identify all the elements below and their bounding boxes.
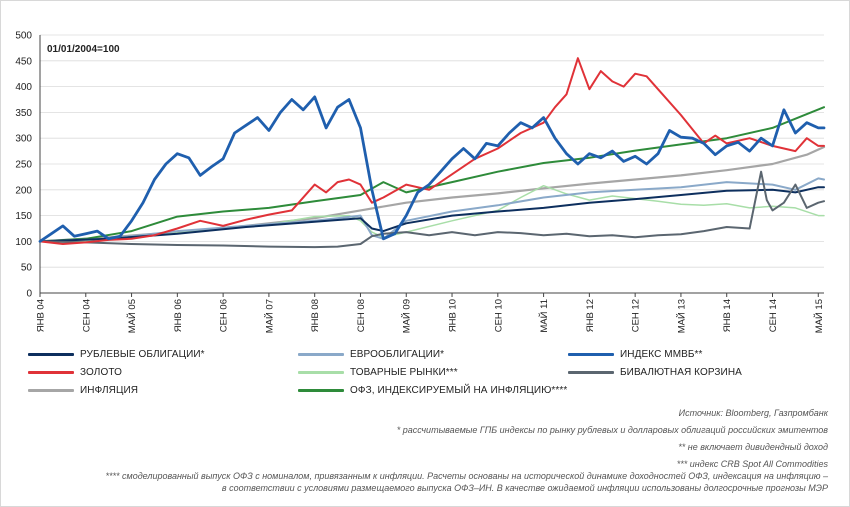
- x-tick-label: ЯНВ 04: [36, 299, 47, 332]
- line-chart: 0 50 100 150 200 250 300 350 400 450 500 ЯНВ 04 СЕН…: [15, 31, 826, 333]
- series-line: ЕВРООБЛИГАЦИИ*: [39, 177, 825, 243]
- legend-item: ОФЗ, ИНДЕКСИРУЕМЫЙ НА ИНФЛЯЦИЮ****: [298, 383, 567, 397]
- y-tick-label: 100: [15, 237, 32, 248]
- legend-item: ИНФЛЯЦИЯ: [28, 383, 138, 397]
- legend-swatch: [298, 388, 344, 392]
- legend-swatch: [28, 388, 74, 392]
- x-tick-label: СЕН 10: [493, 299, 504, 332]
- legend-label: ЗОЛОТО: [80, 366, 122, 378]
- y-tick-label: 250: [15, 160, 32, 171]
- notes-block: Источник: Bloomberg, Газпромбанк * рассч…: [397, 405, 828, 473]
- y-tick-label: 0: [26, 289, 32, 300]
- y-tick-label: 400: [15, 82, 32, 93]
- y-tick-label: 150: [15, 211, 32, 222]
- legend-label: ИНДЕКС ММВБ**: [620, 348, 703, 360]
- legend-swatch: [298, 352, 344, 356]
- x-tick-label: МАЙ 13: [675, 299, 687, 333]
- series-line: ОФЗ, ИНДЕКСИРУЕМЫЙ НА ИНФЛЯЦИЮ****: [39, 106, 825, 243]
- legend-swatch: [568, 370, 614, 374]
- footnote-4-line-2: в соответствии с условиями размещаемого …: [221, 483, 828, 493]
- legend-label: РУБЛЕВЫЕ ОБЛИГАЦИИ*: [80, 348, 205, 360]
- legend-swatch: [298, 370, 344, 374]
- y-tick-label: 300: [15, 134, 32, 145]
- y-tick-label: 450: [15, 56, 32, 67]
- x-tick-label: ЯНВ 06: [173, 299, 184, 332]
- x-tick-label: СЕН 12: [631, 299, 642, 332]
- legend-label: ЕВРООБЛИГАЦИИ*: [350, 348, 445, 360]
- footnote-2: ** не включает дивидендный доход: [678, 442, 828, 452]
- x-tick-label: ЯНВ 12: [585, 299, 596, 332]
- x-tick-label: СЕН 06: [219, 299, 230, 332]
- legend-item: ИНДЕКС ММВБ**: [568, 347, 703, 361]
- x-tick-label: МАЙ 15: [813, 299, 825, 333]
- y-tick-label: 50: [21, 263, 33, 274]
- x-tick-label: МАЙ 09: [401, 299, 413, 333]
- legend: РУБЛЕВЫЕ ОБЛИГАЦИИ* ЕВРООБЛИГАЦИИ* ИНДЕКС …: [28, 345, 828, 400]
- x-tick-label: СЕН 04: [81, 299, 92, 332]
- x-tick-label: МАЙ 05: [126, 299, 138, 333]
- y-tick-label: 200: [15, 185, 32, 196]
- x-tick-label: МАЙ 07: [263, 299, 275, 333]
- footnote-4: **** смоделированный выпуск ОФЗ с номина…: [40, 470, 828, 494]
- legend-swatch: [28, 370, 74, 374]
- legend-swatch: [28, 352, 74, 356]
- x-tick-label: МАЙ 11: [538, 299, 550, 333]
- legend-item: ЗОЛОТО: [28, 365, 122, 379]
- legend-item: РУБЛЕВЫЕ ОБЛИГАЦИИ*: [28, 347, 205, 361]
- legend-label: БИВАЛЮТНАЯ КОРЗИНА: [620, 366, 742, 378]
- legend-item: БИВАЛЮТНАЯ КОРЗИНА: [568, 365, 742, 379]
- y-axis: 0 50 100 150 200 250 300 350 400 450 500: [15, 31, 41, 300]
- x-axis: ЯНВ 04 СЕН 04 МАЙ 05 ЯНВ 06 СЕН 06 МАЙ 07 ЯНВ …: [36, 293, 825, 333]
- x-tick-label: СЕН 14: [768, 299, 779, 332]
- legend-label: ОФЗ, ИНДЕКСИРУЕМЫЙ НА ИНФЛЯЦИЮ****: [350, 384, 568, 396]
- legend-swatch: [568, 352, 614, 356]
- x-tick-label: ЯНВ 10: [448, 299, 459, 332]
- source-note: Источник: Bloomberg, Газпромбанк: [678, 408, 828, 418]
- legend-label: ТОВАРНЫЕ РЫНКИ***: [350, 366, 458, 378]
- series-line: ЗОЛОТО: [39, 57, 825, 245]
- legend-item: ЕВРООБЛИГАЦИИ*: [298, 347, 444, 361]
- base-annotation: 01/01/2004=100: [47, 44, 120, 55]
- x-tick-label: СЕН 08: [356, 299, 367, 332]
- x-tick-label: ЯНВ 14: [722, 299, 733, 332]
- footnote-4-line-1: **** смоделированный выпуск ОФЗ с номина…: [105, 471, 828, 481]
- series-line: БИВАЛЮТНАЯ КОРЗИНА: [39, 170, 825, 249]
- x-tick-label: ЯНВ 08: [310, 299, 321, 332]
- legend-item: ТОВАРНЫЕ РЫНКИ***: [298, 365, 458, 379]
- footnote-3: *** индекс CRB Spot All Commodities: [676, 459, 828, 469]
- y-tick-label: 500: [15, 31, 32, 42]
- legend-label: ИНФЛЯЦИЯ: [80, 384, 139, 396]
- y-tick-label: 350: [15, 108, 32, 119]
- footnote-1: * рассчитываемые ГПБ индексы по рынку ру…: [396, 425, 828, 435]
- series-line: ИНДЕКС ММВБ**: [38, 95, 826, 243]
